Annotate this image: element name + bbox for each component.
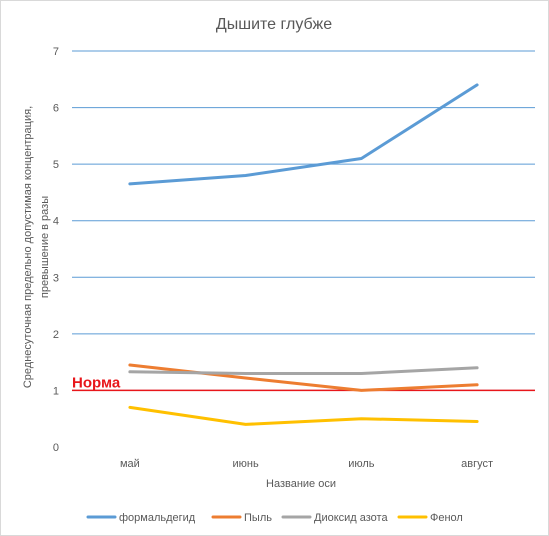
y-tick-label: 5 [53,159,59,171]
x-axis-ticks: май июнь июль август [120,458,493,470]
series-line-1 [128,363,479,392]
legend: формальдегид Пыль Диоксид азота Фенол [86,512,463,524]
series-line-0 [128,83,479,186]
y-tick-label: 1 [53,385,59,397]
series-line-3 [128,405,479,426]
x-tick-label: июль [348,458,375,470]
y-tick-label: 7 [53,46,59,58]
x-tick-label: июнь [233,458,259,470]
y-tick-label: 3 [53,272,59,284]
x-tick-label: май [120,458,140,470]
legend-label: формальдегид [119,512,196,524]
legend-label: Пыль [244,512,272,524]
x-axis-title: Название оси [266,478,336,490]
series-lines [128,83,479,426]
y-tick-label: 0 [53,442,59,454]
norm-label: Норма [72,374,121,391]
y-tick-label: 6 [53,103,59,115]
chart-title: Дышите глубже [216,16,332,33]
y-tick-label: 2 [53,329,59,341]
legend-label: Фенол [430,512,463,524]
norm-reference: Норма [72,374,535,391]
y-axis-title-line-1: Среднесуточная предельно допустимая конц… [22,106,34,388]
series-line-2 [128,366,479,375]
legend-label: Диоксид азота [314,512,388,524]
x-tick-label: август [461,458,493,470]
y-axis-ticks: 0 1 2 3 4 5 6 7 [53,46,59,454]
y-tick-label: 4 [53,216,59,228]
y-axis-title-line-2: превышение в разы [39,196,51,298]
gridlines [72,50,535,391]
